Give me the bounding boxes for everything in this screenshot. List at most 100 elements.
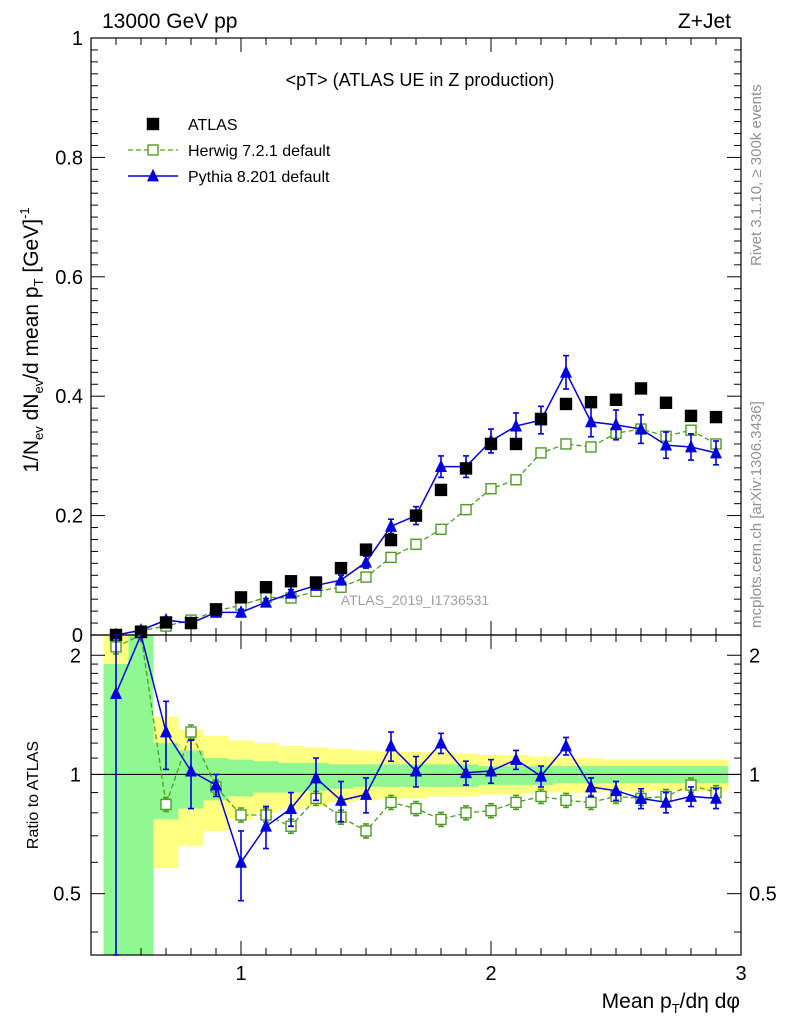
pythia-ratio-point [660,795,672,808]
rivet-label: Rivet 3.1.10, ≥ 300k events [748,84,765,266]
atlas-point [484,437,498,451]
axis-tick-labels: 1 2 3 0 0.2 0.4 0.6 0.8 1 0.5 0.5 1 1 2 2 [53,28,777,985]
pythia-ratio-point [235,855,247,868]
pythia-point [260,594,272,608]
legend-herwig-marker [147,144,159,156]
herwig-ratio-point [185,726,197,738]
pythia-ratio-point [360,787,372,800]
x-tick-label: 1 [235,963,246,985]
herwig-point [535,447,547,459]
atlas-point [184,616,198,630]
pythia-ratio-point [260,819,272,832]
pythia-ratio-point [635,791,647,804]
atlas-point [209,603,223,616]
atlas-point [509,437,523,451]
ratio-uncertainty-bands [103,635,729,955]
pythia-point [435,459,447,473]
herwig-ratio-point [410,802,422,815]
pythia-ratio-point [210,777,222,791]
svg-text:1/Nev dNev/d mean pT [GeV]-1: 1/Nev dNev/d mean pT [GeV]-1 [17,207,46,472]
atlas-point [584,395,598,409]
atlas-point [259,581,273,594]
herwig-ratio-point [535,790,547,803]
legend-atlas-marker [146,117,160,131]
ratio-band-green [128,635,154,955]
herwig-ratio-point [385,796,397,809]
y-tick-label: 0.6 [55,267,83,289]
pythia-point [660,437,672,451]
y-tick-label: 0.4 [55,386,83,408]
plot-title: <pT> (ATLAS UE in Z production) [286,70,555,90]
herwig-ratio-point [560,794,572,807]
y-tick-label: 0 [72,625,83,647]
atlas-point [409,509,423,522]
ratio-tick-label-right: 1 [749,764,760,786]
herwig-point [435,523,447,536]
atlas-point [559,397,573,411]
legend-label-herwig: Herwig 7.2.1 default [188,143,331,160]
herwig-ratio-point [485,804,497,817]
legend-label-pythia: Pythia 8.201 default [188,169,330,186]
pythia-point [585,414,597,428]
ratio-band-green [253,761,279,793]
pythia-ratio-point [535,768,547,782]
header-right: Z+Jet [678,10,731,33]
herwig-ratio-point [235,809,247,821]
legend-label-atlas: ATLAS [188,117,238,134]
ratio-band-green [428,764,454,787]
x-tick-label: 3 [735,963,746,985]
pythia-ratio-point [435,735,447,749]
pythia-ratio-point [560,738,572,752]
ratio-tick-label-right: 0.5 [749,884,777,906]
pythia-point [635,421,647,435]
atlas-point [234,591,248,604]
mcplots-label: mcplots.cern.ch [arXiv:1306.3436] [748,401,765,628]
pythia-point [360,554,372,568]
pythia-point [510,418,522,432]
herwig-ratio-point [435,813,447,826]
header-left: 13000 GeV pp [102,10,237,33]
pythia-ratio-point [385,738,397,752]
herwig-point [510,474,522,486]
atlas-point [434,483,448,497]
pythia-ratio-point [185,763,197,777]
legend: ATLAS Herwig 7.2.1 default Pythia 8.201 de… [128,117,331,186]
herwig-point [460,503,472,516]
pythia-ratio-point [310,770,322,784]
pythia-ratio-point [160,724,172,738]
atlas-point [709,410,723,424]
pythia-ratio-point [685,789,697,802]
pythia-ratio-point [585,779,597,793]
herwig-point [385,551,397,564]
atlas-point [284,575,298,588]
herwig-point [485,483,497,495]
atlas-point [609,393,623,406]
herwig-ratio-point [160,798,172,811]
pythia-ratio-point [710,791,722,804]
x-tick-label: 2 [485,963,496,985]
y-tick-label: 0.8 [55,147,83,169]
atlas-point [634,382,648,395]
y-tick-label: 1 [72,28,83,50]
pythia-point [560,365,572,378]
ratio-band-green [228,759,254,797]
pythia-ratio-point [510,752,522,766]
ratio-tick-label: 0.5 [53,884,81,906]
pythia-ratio-point [335,793,347,806]
y-tick-label: 0.2 [55,506,83,528]
ratio-series [110,632,722,956]
pythia-ratio-point [610,783,622,797]
ratio-tick-label-right: 2 [749,645,760,667]
pythia-ratio-point [110,686,122,700]
svg-text:Mean pT/dη dφ: Mean pT/dη dφ [602,990,740,1016]
herwig-ratio-point [510,796,522,809]
pythia-point [335,572,347,586]
ratio-band-green [378,764,404,787]
atlas-point [459,462,473,475]
herwig-point [560,438,572,450]
herwig-point [585,441,597,453]
atlas-point [384,533,398,547]
atlas-point [359,543,373,556]
pythia-ratio-point [410,763,422,777]
